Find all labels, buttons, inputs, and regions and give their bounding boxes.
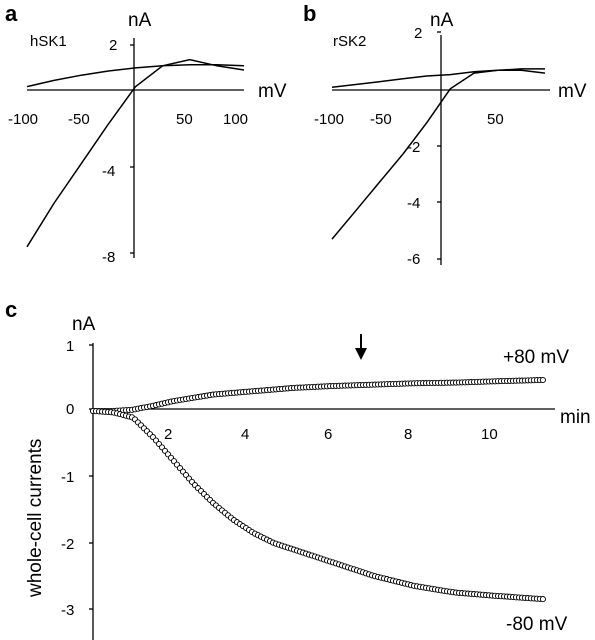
trace-a-2 (26, 64, 245, 88)
label-minus-80mv: -80 mV (506, 614, 568, 635)
y-axis-label-c: whole-cell currents (25, 439, 46, 598)
y-tick-label-c-3: -1 (61, 469, 74, 486)
label-plus-80mv: +80 mV (503, 347, 569, 368)
x-tick-label-c-1: 2 (164, 426, 172, 443)
y-unit-c: nA (72, 314, 96, 335)
y-tick-label-b-2: -2 (407, 139, 420, 156)
x-tick-label-c-5: 10 (481, 426, 498, 443)
scatter-points-c (89, 376, 546, 603)
panel-c: c nA min whole-cell currents 2 4 6 8 10 … (5, 297, 591, 640)
y-tick-label-c-1: 1 (66, 338, 74, 355)
x-tick-label-c-3: 6 (324, 426, 332, 443)
x-tick-label-a-4: 100 (223, 111, 248, 128)
panel-letter-b: b (303, 1, 316, 26)
x-tick-label-b-1: -100 (314, 111, 344, 128)
trace-b-2 (331, 68, 545, 89)
panel-b: b rSK2 nA mV -100 -50 50 2 -2 -4 -6 (303, 1, 587, 268)
point-plus-80mv (539, 376, 546, 384)
x-tick-label-a-2: -50 (68, 111, 90, 128)
x-tick-label-c-4: 8 (404, 426, 412, 443)
y-unit-b: nA (430, 10, 454, 31)
y-tick-label-c-5: -3 (61, 602, 74, 619)
panel-letter-a: a (5, 1, 18, 26)
x-tick-label-a-1: -100 (8, 111, 38, 128)
x-unit-a: mV (258, 81, 287, 102)
x-unit-c: min (560, 407, 591, 428)
x-unit-b: mV (558, 81, 587, 102)
y-tick-label-b-4: -6 (407, 251, 420, 268)
y-tick-label-a-3: -8 (102, 249, 115, 266)
y-tick-label-c-4: -2 (61, 536, 74, 553)
y-tick-label-a-2: -4 (102, 163, 115, 180)
y-tick-label-c-2: 0 (66, 401, 74, 418)
y-tick-label-a-1: 2 (109, 37, 117, 54)
cell-name-a: hSK1 (30, 33, 67, 50)
panel-letter-c: c (5, 297, 17, 322)
x-tick-label-c-2: 4 (241, 426, 249, 443)
x-tick-label-b-3: 50 (487, 111, 504, 128)
trace-b-1 (331, 69, 546, 240)
x-tick-label-b-2: -50 (370, 111, 392, 128)
point-minus-80mv (539, 596, 546, 603)
y-unit-a: nA (128, 10, 152, 31)
y-tick-label-b-3: -4 (407, 195, 420, 212)
x-tick-label-a-3: 50 (176, 111, 193, 128)
panel-a: a hSK1 nA mV -100 -50 50 100 2 -4 -8 (5, 1, 287, 266)
trace-a-1 (26, 58, 245, 248)
y-tick-label-b-1: 2 (414, 25, 422, 42)
cell-name-b: rSK2 (333, 33, 366, 50)
arrow-marker (355, 334, 367, 360)
